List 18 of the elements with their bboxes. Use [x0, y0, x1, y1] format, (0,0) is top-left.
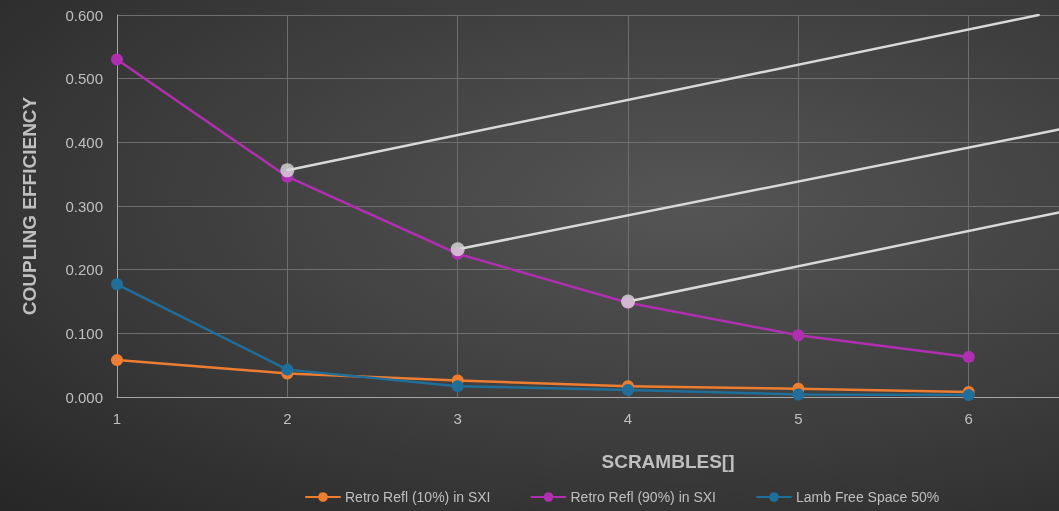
y-tick-label: 0.600: [65, 6, 103, 24]
y-tick-label: 0.200: [65, 261, 103, 279]
x-tick-label: 2: [283, 410, 292, 427]
x-axis-title: SCRAMBLES[]: [601, 451, 735, 472]
y-tick-label: 0.100: [65, 324, 103, 342]
y-tick-label: 0.000: [65, 388, 103, 406]
y-tick-label: 0.400: [65, 133, 103, 151]
y-tick-label: 0.500: [65, 70, 103, 88]
legend-label: Retro Refl (90%) in SXI: [570, 489, 716, 505]
x-tick-label: 4: [623, 410, 633, 427]
x-tick-label: 5: [794, 410, 803, 427]
x-tick-label: 6: [964, 410, 973, 427]
legend-label: Retro Refl (10%) in SXI: [345, 489, 491, 505]
y-axis-title: COUPLING EFFICIENCY: [19, 96, 40, 316]
y-tick-label: 0.300: [65, 197, 103, 215]
legend-label: Lamb Free Space 50%: [795, 489, 940, 505]
x-tick-label: 3: [453, 410, 462, 427]
x-tick-label: 1: [112, 410, 122, 427]
